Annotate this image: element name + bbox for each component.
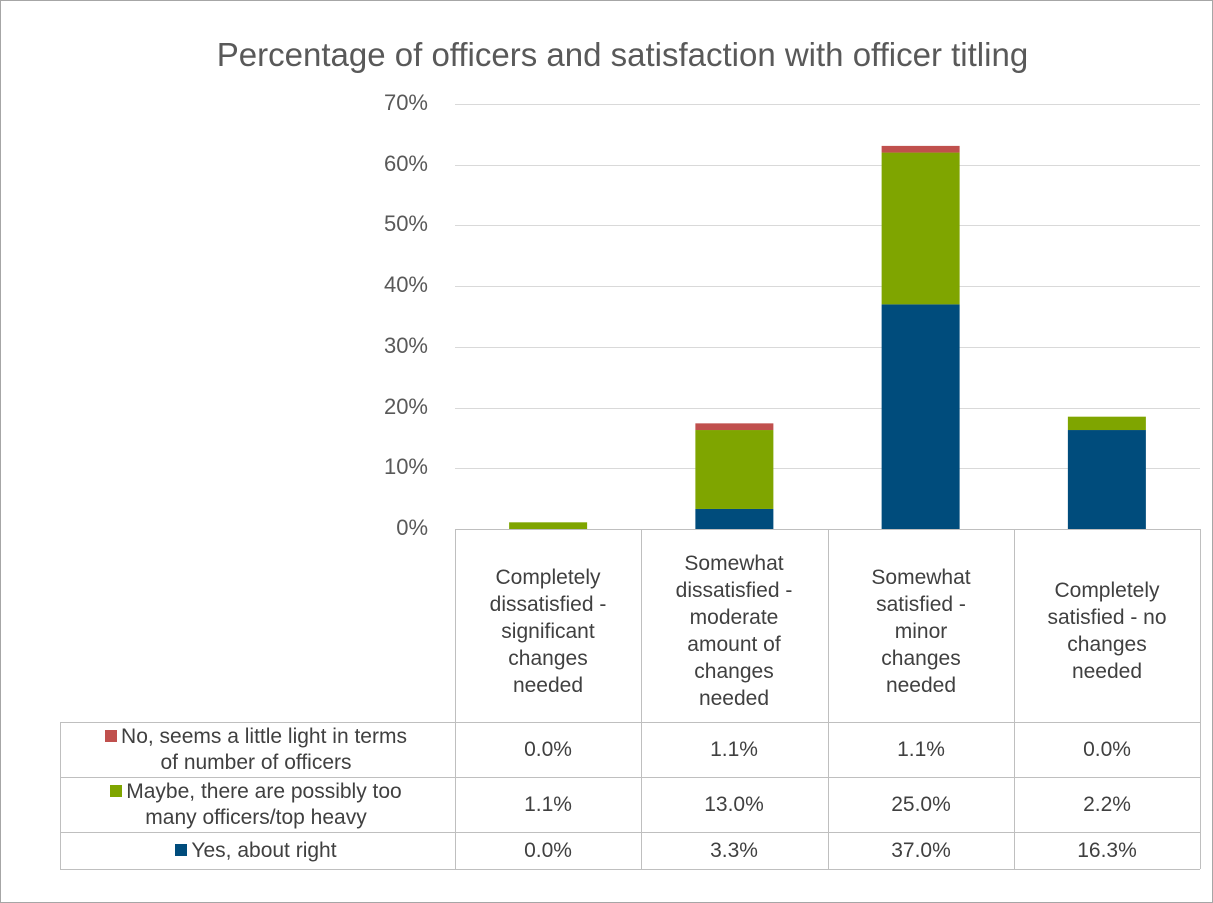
category-label-line: dissatisfied - <box>489 592 607 616</box>
legend-label-line: Yes, about right <box>60 838 452 864</box>
data-table-value: 1.1% <box>897 738 945 761</box>
bar-yes-about-right-4 <box>1067 430 1146 529</box>
bar-maybe-there-are-poss-3 <box>881 152 960 305</box>
category-label-line: moderate <box>689 606 779 629</box>
data-table-value: 2.2% <box>1083 793 1131 816</box>
legend-label-line: No, seems a little light in terms <box>60 724 452 750</box>
legend-entry: No, seems a little light in terms of numb… <box>60 722 452 777</box>
legend-entry: Yes, about right <box>60 832 452 869</box>
legend-label-line: many officers/top heavy <box>145 805 367 829</box>
y-tick-label: 10% <box>383 453 428 479</box>
category-label-line: satisfied - no <box>1047 606 1167 629</box>
bar-no-seems-a-little-li-2 <box>695 423 774 431</box>
legend-label-line: Maybe, there are possibly too <box>60 779 452 805</box>
category-label-line: amount of <box>687 633 781 656</box>
category-label-line: needed <box>512 673 584 697</box>
category-label-line: Somewhat <box>684 552 784 575</box>
data-table-value: 37.0% <box>891 839 951 862</box>
category-label-line: significant <box>501 619 595 643</box>
data-table-value: 0.0% <box>1083 738 1131 761</box>
legend-key-swatch <box>105 729 118 742</box>
data-table-value: 13.0% <box>704 793 764 816</box>
category-label: Somewhat dissatisfied - moderate amount of c… <box>641 540 827 722</box>
category-label-line: dissatisfied - <box>675 579 793 602</box>
y-tick-label: 50% <box>383 210 428 236</box>
y-tick-label: 30% <box>383 332 428 358</box>
bar-maybe-there-are-poss-1 <box>509 522 588 529</box>
legend-label-line: of number of officers <box>160 750 352 774</box>
y-tick-label: 20% <box>383 393 428 419</box>
category-label-line: changes <box>508 646 588 670</box>
y-tick-label: 0% <box>396 514 428 540</box>
data-table-value: 0.0% <box>524 738 572 761</box>
category-label-line: satisfied - <box>876 592 966 616</box>
chart-title: Percentage of officers and satisfaction … <box>216 36 1029 73</box>
category-label-line: Completely <box>495 565 601 589</box>
category-label-line: minor <box>894 619 948 643</box>
data-table-value: 3.3% <box>710 839 758 862</box>
category-label-line: changes <box>881 646 961 670</box>
category-label-line: needed <box>698 687 770 710</box>
bar-yes-about-right-2 <box>695 508 774 529</box>
category-label: Completely satisfied - no changes needed <box>1014 540 1200 722</box>
category-label-line: changes <box>694 660 774 683</box>
legend-entry: Maybe, there are possibly too many office… <box>60 777 452 832</box>
legend-key-swatch <box>110 784 123 797</box>
y-tick-label: 60% <box>383 150 428 176</box>
bar-maybe-there-are-poss-4 <box>1067 416 1146 431</box>
data-table-value: 16.3% <box>1077 839 1137 862</box>
data-table-value: 0.0% <box>524 839 572 862</box>
data-table-value: 1.1% <box>524 793 572 816</box>
category-label-line: needed <box>885 673 957 697</box>
category-label-line: Completely <box>1054 579 1160 602</box>
y-tick-label: 40% <box>383 271 428 297</box>
category-label-line: changes <box>1067 633 1147 656</box>
y-tick-label: 70% <box>383 89 428 115</box>
bar-yes-about-right-3 <box>881 304 960 529</box>
data-table-value: 1.1% <box>710 738 758 761</box>
bar-maybe-there-are-poss-2 <box>695 430 774 509</box>
bar-no-seems-a-little-li-3 <box>881 145 960 153</box>
legend-key-swatch <box>175 843 188 856</box>
category-label-line: needed <box>1071 660 1143 683</box>
category-label-line: Somewhat <box>871 565 971 589</box>
category-label: Completely dissatisfied - significant chang… <box>455 540 641 722</box>
category-label: Somewhat satisfied - minor changes needed <box>828 540 1014 722</box>
data-table-value: 25.0% <box>891 793 951 816</box>
